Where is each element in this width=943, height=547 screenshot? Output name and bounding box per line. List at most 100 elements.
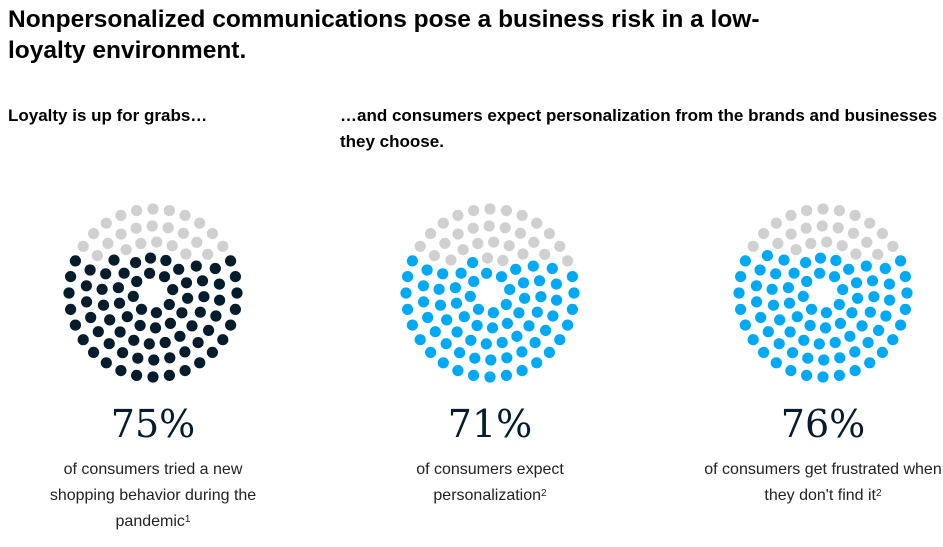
dot-filled [96, 283, 108, 295]
dot-filled [402, 271, 414, 283]
dot-filled [895, 319, 907, 331]
dot-filled [65, 271, 77, 283]
dot-empty [832, 222, 844, 234]
dot-filled [496, 336, 508, 349]
dot-filled [523, 320, 535, 332]
dot-filled [468, 275, 480, 288]
dot-empty [758, 228, 770, 240]
dot-empty [864, 217, 876, 229]
dot-filled [735, 271, 747, 283]
dot-empty [131, 205, 143, 217]
dot-empty [503, 240, 515, 252]
dot-empty [514, 227, 527, 239]
dot-empty [452, 228, 464, 240]
dot-filled [194, 306, 206, 318]
dot-empty [836, 240, 848, 252]
dot-filled [802, 352, 814, 364]
dot-empty [785, 228, 797, 240]
dot-filled [164, 317, 176, 329]
dot-filled [229, 271, 241, 283]
dot-filled [495, 271, 508, 283]
dot-filled [194, 357, 206, 369]
dot-filled [100, 357, 112, 369]
dot-empty [88, 228, 100, 240]
dot-filled [761, 250, 774, 262]
dot-empty [500, 205, 512, 217]
dot-filled [81, 296, 93, 308]
dot-filled [164, 352, 176, 364]
dot-filled [868, 291, 880, 303]
dot-filled [174, 330, 186, 342]
dot-filled [418, 296, 430, 308]
dot-filled [113, 297, 126, 309]
dot-filled [846, 307, 858, 319]
dot-filled [546, 262, 558, 275]
dot-empty [849, 209, 861, 221]
dot-filled [217, 334, 229, 346]
dot-filled [801, 369, 813, 381]
dot-filled [149, 322, 162, 334]
dot-filled [516, 365, 528, 377]
dot-empty [562, 255, 574, 267]
dot-filled [400, 287, 412, 299]
stat-value-2: 71% [447, 402, 533, 446]
dot-empty [135, 237, 147, 250]
dot-filled [480, 338, 492, 350]
dot-filled [739, 319, 752, 331]
dot-filled [813, 338, 825, 350]
dot-filled [819, 322, 832, 334]
dot-filled [543, 346, 556, 358]
dot-empty [472, 237, 484, 250]
dot-filled [179, 365, 191, 377]
dot-filled [774, 314, 786, 326]
dot-filled [787, 347, 799, 359]
dot-filled [85, 311, 97, 324]
dot-chart-1 [63, 203, 243, 383]
dot-filled [214, 294, 226, 306]
dot-filled [485, 354, 497, 366]
dot-filled [833, 298, 845, 311]
dot-filled [791, 311, 803, 323]
dot-filled [800, 257, 812, 269]
dot-filled [550, 278, 563, 290]
dot-empty [821, 236, 833, 248]
dot-filled [844, 330, 856, 342]
dot-filled [562, 319, 574, 331]
dot-filled [500, 298, 512, 311]
dot-filled [860, 260, 872, 272]
dot-filled [131, 369, 143, 381]
dot-filled [112, 282, 124, 294]
dot-empty [481, 252, 494, 264]
dot-filled [519, 292, 531, 304]
dot-filled [566, 303, 579, 315]
dot-filled [225, 255, 237, 267]
dot-empty [151, 236, 163, 248]
dot-filled [856, 320, 868, 332]
dot-chart-3 [733, 203, 913, 383]
dot-empty [483, 220, 495, 232]
dot-filled [747, 334, 759, 346]
dot-filled [186, 320, 198, 332]
dot-filled [130, 257, 142, 269]
dot-filled [143, 338, 155, 350]
dot-empty [531, 217, 543, 229]
dot-filled [417, 280, 429, 292]
dot-filled [864, 306, 876, 318]
dot-filled [895, 255, 907, 267]
dot-filled [80, 280, 92, 292]
dot-empty [425, 228, 437, 240]
dot-filled [163, 369, 175, 381]
dot-filled [501, 352, 513, 364]
dot-filled [829, 336, 841, 349]
dot-filled [733, 287, 745, 299]
dot-filled [818, 354, 830, 366]
dot-filled [511, 330, 523, 342]
dot-empty [847, 227, 860, 239]
dot-filled [458, 311, 470, 323]
dot-filled [176, 307, 188, 319]
dot-filled [817, 371, 829, 383]
dot-filled [144, 267, 156, 279]
dot-filled [864, 357, 876, 369]
dot-empty [539, 248, 551, 260]
dot-filled [830, 254, 842, 267]
